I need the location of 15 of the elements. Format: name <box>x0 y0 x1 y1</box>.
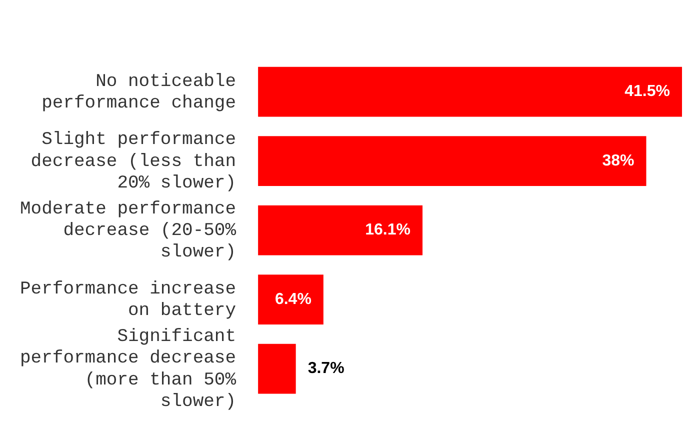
y-tick-label: Significant performance decrease (more than 50% slower) <box>20 327 236 412</box>
data-label: 3.7% <box>308 360 344 378</box>
data-label: 6.4% <box>274 290 312 308</box>
y-tick-label: Performance increase on battery <box>20 280 236 322</box>
data-label: 41.5% <box>624 83 670 100</box>
bar <box>258 344 296 394</box>
y-tick-label: Moderate performance decrease (20-50% slower) <box>20 199 236 263</box>
bar <box>258 274 324 324</box>
data-label: 38% <box>602 152 634 170</box>
bar <box>258 205 423 256</box>
bar <box>258 66 682 117</box>
bar <box>258 136 646 186</box>
y-tick-label: Slight performance decrease (less than 20% slower) <box>30 130 236 194</box>
data-label: 16.1% <box>365 222 411 239</box>
y-tick-label: No noticeable performance change <box>42 72 236 114</box>
